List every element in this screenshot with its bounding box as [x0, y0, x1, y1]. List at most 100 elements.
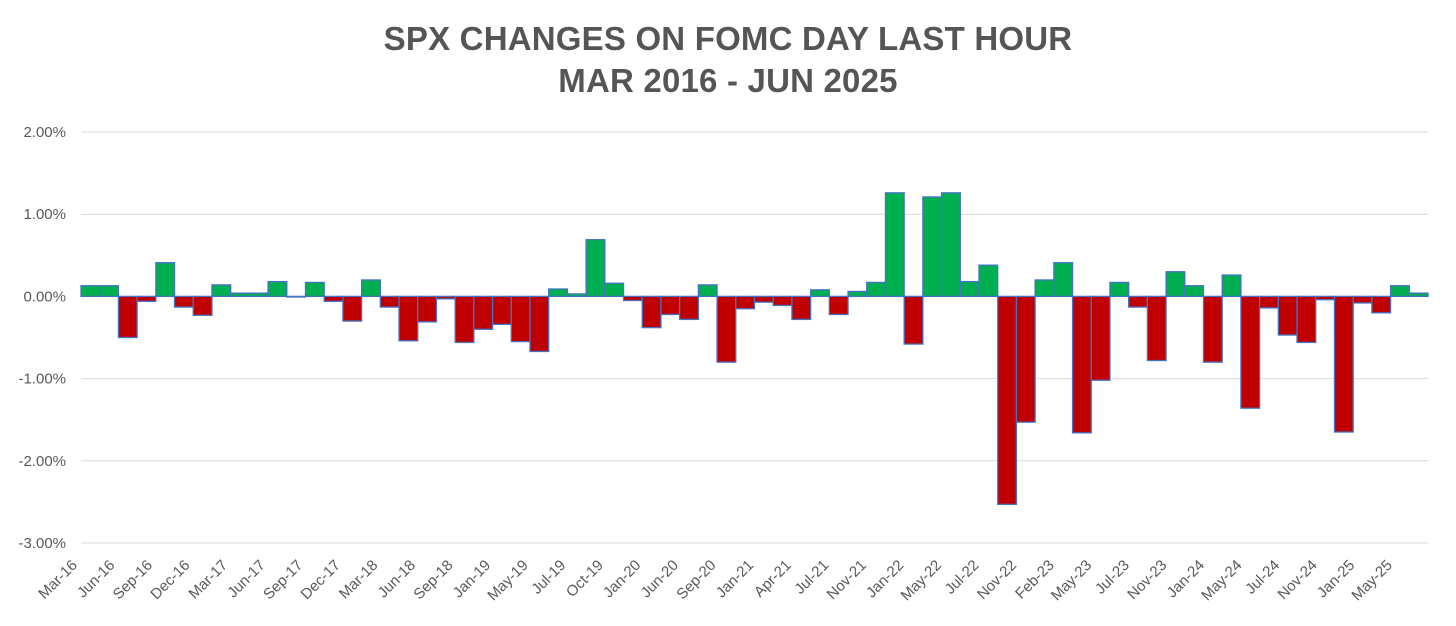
bar-positive — [248, 292, 269, 298]
bar-negative — [753, 295, 774, 303]
x-tick-label: Jan-21 — [713, 557, 757, 601]
bar-positive — [978, 264, 999, 298]
bar-negative — [473, 295, 494, 330]
x-tick-label: Jun-17 — [224, 557, 268, 601]
bar-negative — [997, 295, 1018, 506]
bar-negative — [323, 295, 344, 302]
bar-negative — [1277, 295, 1298, 336]
x-tick-label: Dec-16 — [147, 557, 193, 603]
x-tick-label: Mar-17 — [185, 557, 231, 603]
bar-positive — [360, 279, 381, 298]
x-tick-label: Nov-23 — [1124, 557, 1170, 603]
gridlines — [81, 131, 1428, 544]
bar-negative — [641, 295, 662, 329]
x-tick-label: Sep-17 — [260, 557, 306, 603]
y-axis-ticks: 2.00% 1.00% 0.00% -1.00% -2.00% -3.00% — [18, 124, 66, 552]
bar-negative — [735, 295, 756, 310]
x-tick-label: Sep-16 — [110, 557, 156, 603]
x-tick-label: Apr-21 — [751, 557, 795, 601]
bar-positive — [884, 192, 905, 298]
bars — [80, 192, 1429, 506]
bar-negative — [491, 295, 512, 325]
bar-negative — [679, 295, 700, 321]
bar-negative — [1146, 295, 1167, 362]
x-tick-label: Nov-24 — [1274, 557, 1320, 603]
bar-negative — [1315, 295, 1336, 301]
bar-positive — [1389, 285, 1410, 298]
x-tick-label: Nov-21 — [824, 557, 870, 603]
bar-negative — [1258, 295, 1279, 309]
bar-negative — [417, 295, 438, 323]
bar-negative — [1015, 295, 1036, 423]
bar-positive — [1109, 281, 1130, 298]
x-tick-label: May-19 — [484, 557, 531, 604]
y-tick-label: -2.00% — [18, 453, 66, 470]
x-tick-label: May-22 — [898, 557, 945, 604]
bar-negative — [1352, 295, 1373, 304]
bar-negative — [903, 295, 924, 345]
bar-negative — [716, 295, 737, 363]
bar-positive — [230, 292, 251, 298]
bar-positive — [1034, 279, 1055, 298]
bar-positive — [1408, 292, 1429, 298]
x-tick-label: May-23 — [1048, 557, 1095, 604]
x-tick-label: Jan-20 — [600, 557, 644, 601]
bar-positive — [155, 262, 176, 298]
x-tick-label: Dec-17 — [298, 557, 344, 603]
bar-positive — [267, 280, 288, 298]
bar-negative — [398, 295, 419, 342]
bar-negative — [117, 295, 138, 339]
x-tick-label: Oct-19 — [563, 557, 607, 601]
bar-positive — [809, 289, 830, 298]
x-tick-label: Sep-18 — [410, 557, 456, 603]
x-axis-ticks: Mar-16Jun-16Sep-16Dec-16Mar-17Jun-17Sep-… — [35, 557, 1396, 604]
x-tick-label: Nov-22 — [974, 557, 1020, 603]
bar-negative — [379, 295, 400, 308]
y-tick-label: 1.00% — [23, 206, 66, 223]
bar-negative — [435, 295, 456, 300]
bar-positive — [304, 281, 325, 298]
bar-positive — [847, 290, 868, 298]
bar-positive — [1053, 262, 1074, 298]
bar-negative — [510, 295, 531, 343]
x-tick-label: Jun-16 — [74, 557, 118, 601]
bar-negative — [342, 295, 363, 322]
bar-negative — [173, 295, 194, 308]
bar-positive — [697, 284, 718, 298]
bar-positive — [1184, 285, 1205, 298]
bar-positive — [585, 239, 606, 298]
bar-negative — [1090, 295, 1111, 381]
x-tick-label: Jun-20 — [638, 557, 682, 601]
bar-negative — [1371, 295, 1392, 314]
bar-positive — [940, 192, 961, 298]
x-tick-label: Mar-16 — [35, 557, 81, 603]
chart-title: SPX CHANGES ON FOMC DAY LAST HOUR MAR 20… — [0, 18, 1456, 102]
bar-positive — [286, 295, 307, 298]
x-tick-label: Sep-20 — [673, 557, 719, 603]
bar-positive — [604, 282, 625, 298]
y-tick-label: 2.00% — [23, 124, 66, 141]
bar-negative — [529, 295, 550, 353]
bar-negative — [192, 295, 213, 316]
y-tick-label: -1.00% — [18, 371, 66, 388]
bar-negative — [454, 295, 475, 344]
bar-negative — [136, 295, 157, 302]
bar-negative — [1071, 295, 1092, 434]
x-tick-label: May-25 — [1348, 557, 1395, 604]
x-tick-label: Jun-18 — [375, 557, 419, 601]
bar-positive — [99, 285, 120, 298]
bar-positive — [566, 293, 587, 298]
bar-negative — [622, 295, 643, 302]
x-tick-label: Jul-19 — [528, 557, 569, 598]
y-tick-label: 0.00% — [23, 288, 66, 305]
bar-negative — [1240, 295, 1261, 409]
bar-positive — [866, 281, 887, 298]
y-tick-label: -3.00% — [18, 535, 66, 552]
bar-positive — [922, 196, 943, 298]
chart-title-line-2: MAR 2016 - JUN 2025 — [558, 62, 898, 99]
bar-positive — [1221, 274, 1242, 298]
bar-negative — [828, 295, 849, 316]
bar-positive — [211, 284, 232, 298]
